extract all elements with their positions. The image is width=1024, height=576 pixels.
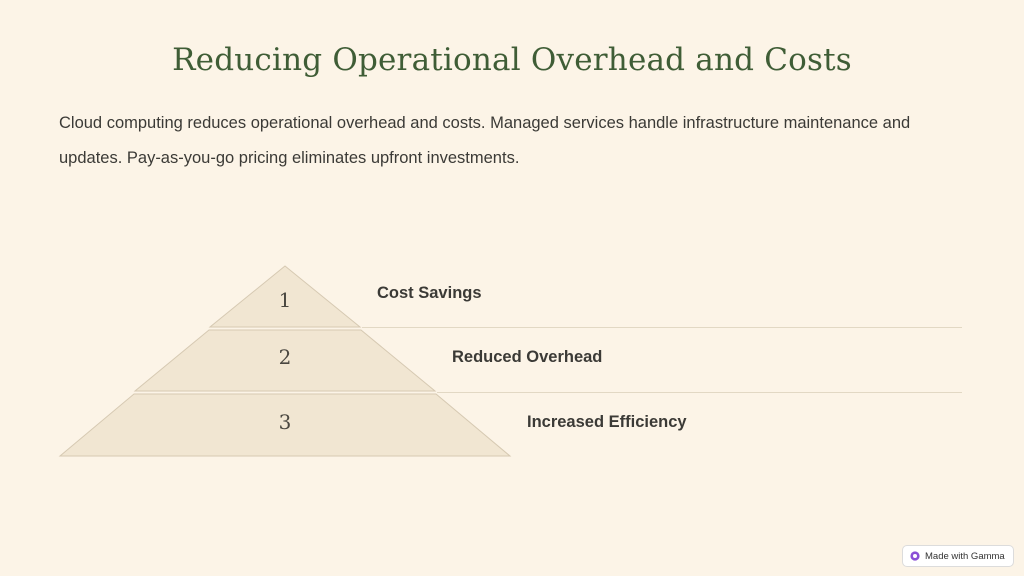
pyramid-tier-2 [133,329,437,392]
badge-label: Made with Gamma [925,550,1005,562]
pyramid-tier-3 [58,393,512,457]
tier-2-label: Reduced Overhead [452,348,603,366]
tier-2-divider [437,392,962,393]
tier-3-number: 3 [279,410,292,434]
tier-1-number: 1 [279,288,292,312]
gamma-logo-icon [910,551,920,561]
intro-paragraph: Cloud computing reduces operational over… [59,114,911,167]
pyramid-tier-1 [208,265,362,328]
made-with-gamma-badge[interactable]: Made with Gamma [902,545,1014,567]
tier-3-label: Increased Efficiency [527,413,687,431]
tier-1-label: Cost Savings [377,284,482,302]
tier-1-divider [362,327,962,328]
page-title: Reducing Operational Overhead and Costs [172,42,852,78]
tier-2-number: 2 [279,345,292,369]
